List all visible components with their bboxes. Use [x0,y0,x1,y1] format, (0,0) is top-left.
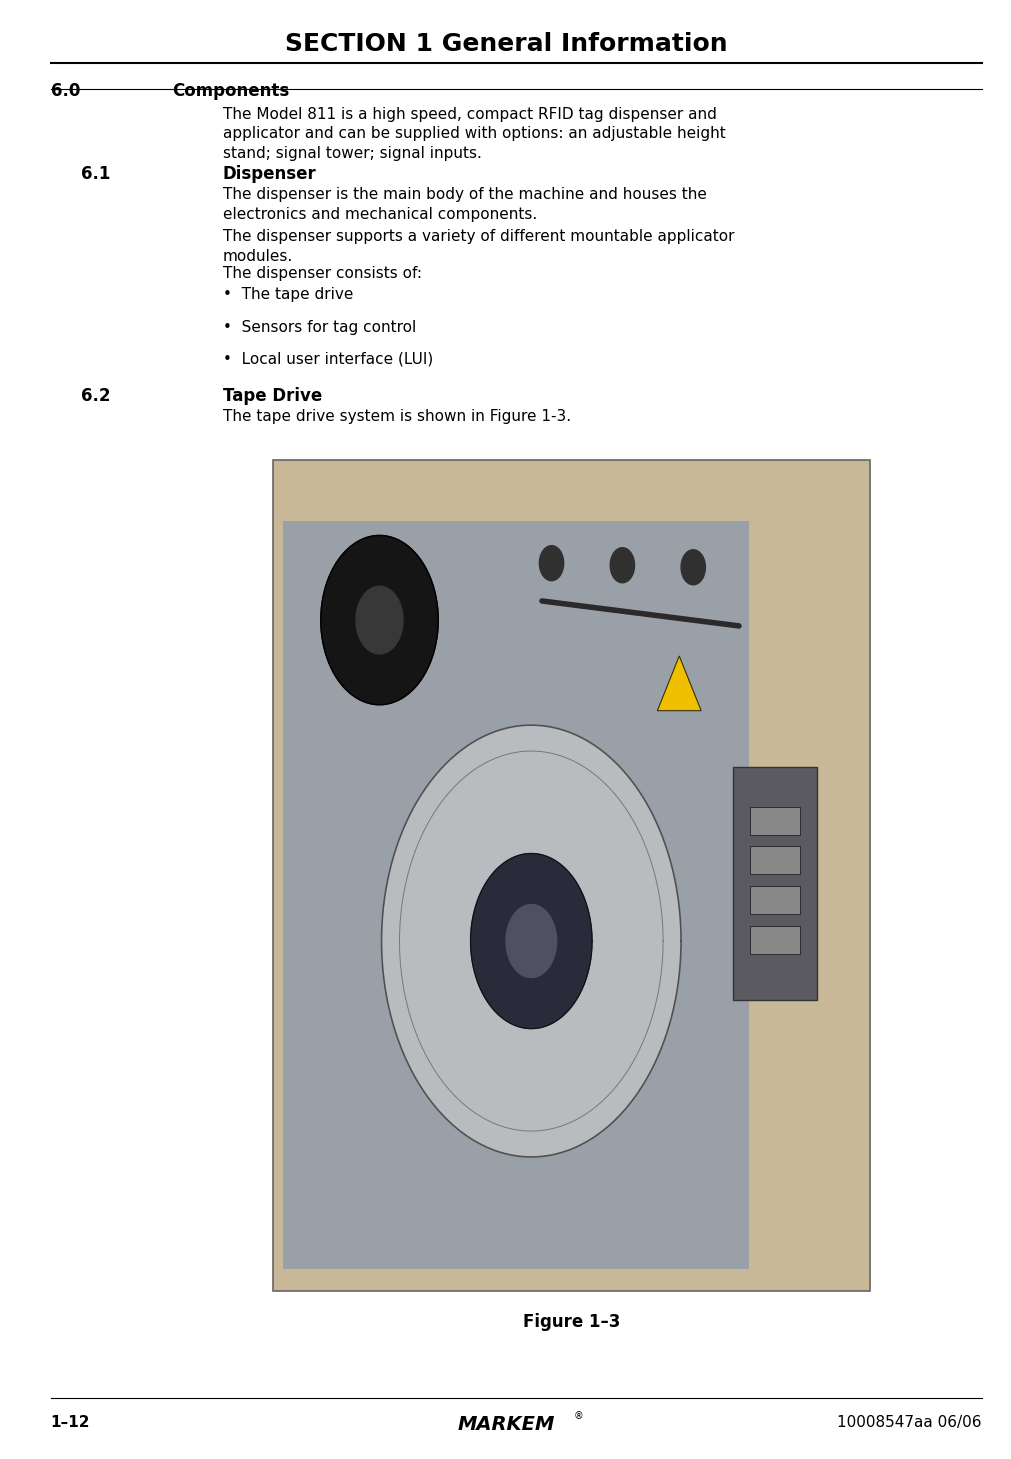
Bar [749,886,799,913]
Text: •  The tape drive: • The tape drive [222,287,353,302]
Text: 6.0: 6.0 [51,82,80,99]
Text: ®: ® [573,1411,583,1421]
Polygon shape [356,587,402,654]
Polygon shape [539,546,563,581]
Text: •  Sensors for tag control: • Sensors for tag control [222,320,416,334]
Polygon shape [680,550,705,585]
Bar [749,807,799,835]
Text: 6.2: 6.2 [81,387,110,404]
Text: The dispenser supports a variety of different mountable applicator
modules.: The dispenser supports a variety of diff… [222,229,733,264]
Text: The tape drive system is shown in Figure 1-3.: The tape drive system is shown in Figure… [222,409,570,423]
Text: SECTION 1 General Information: SECTION 1 General Information [284,32,727,55]
Text: Components: Components [172,82,289,99]
Text: •  Local user interface (LUI): • Local user interface (LUI) [222,352,433,366]
Polygon shape [320,535,438,705]
Bar [749,925,799,954]
Polygon shape [470,854,591,1029]
Bar [749,846,799,874]
Text: The Model 811 is a high speed, compact RFID tag dispenser and
applicator and can: The Model 811 is a high speed, compact R… [222,107,725,160]
Bar [283,521,748,1269]
Polygon shape [610,547,634,582]
Text: 10008547aa 06/06: 10008547aa 06/06 [836,1415,981,1430]
Polygon shape [381,725,680,1157]
Polygon shape [506,905,556,978]
Text: The dispenser is the main body of the machine and houses the
electronics and mec: The dispenser is the main body of the ma… [222,187,706,222]
Text: 6.1: 6.1 [81,165,110,182]
Bar [732,767,816,1001]
Text: MARKEM: MARKEM [457,1415,554,1434]
Text: 1–12: 1–12 [51,1415,90,1430]
Text: Figure 1–3: Figure 1–3 [523,1313,620,1331]
Text: Dispenser: Dispenser [222,165,316,182]
Polygon shape [657,657,701,711]
Text: The dispenser consists of:: The dispenser consists of: [222,266,422,280]
Bar [273,460,869,1291]
Text: Tape Drive: Tape Drive [222,387,321,404]
